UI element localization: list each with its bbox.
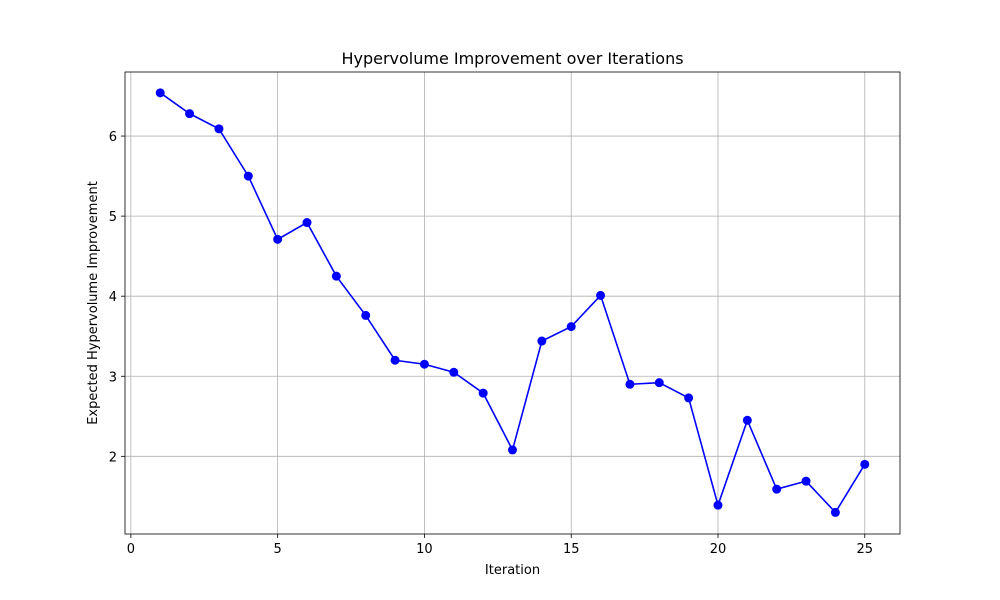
grid-layer [125,72,900,534]
data-point [537,336,547,346]
data-point [478,388,488,398]
chart-title: Hypervolume Improvement over Iterations [341,49,683,68]
data-point [596,290,606,300]
y-tick-label: 4 [109,290,117,305]
y-tick-label: 5 [109,210,117,225]
data-point [801,476,811,486]
data-point [508,445,517,455]
data-point [243,171,253,181]
y-tick-label: 2 [109,450,117,465]
x-tick-label: 10 [416,542,433,557]
y-tick-label: 3 [109,370,117,385]
data-point [742,415,752,425]
data-point [830,507,840,517]
series-layer [155,88,870,517]
data-point [185,109,195,119]
x-tick-label: 25 [856,542,873,557]
tick-layer: 0 5 10 15 20 25 2 3 4 5 6 [109,130,873,557]
data-point [155,88,165,98]
y-tick-label: 6 [109,130,117,145]
data-point [449,367,459,377]
x-tick-label: 20 [710,542,727,557]
data-point [214,124,224,134]
data-point [654,378,664,388]
data-point [302,218,312,228]
data-point [331,271,341,281]
data-point [684,393,694,403]
y-axis-label: Expected Hypervolume Improvement [86,181,101,425]
data-point [361,310,371,320]
data-point [625,379,635,389]
data-point [273,234,283,244]
x-tick-label: 5 [274,542,282,557]
x-tick-label: 0 [127,542,135,557]
x-tick-label: 15 [563,542,580,557]
data-point [390,355,400,365]
x-axis-label: Iteration [485,563,540,578]
data-point [772,484,782,494]
plot-frame [124,71,901,535]
data-point [860,459,870,469]
data-point [419,359,429,369]
data-point [566,322,576,332]
data-point [713,500,723,510]
